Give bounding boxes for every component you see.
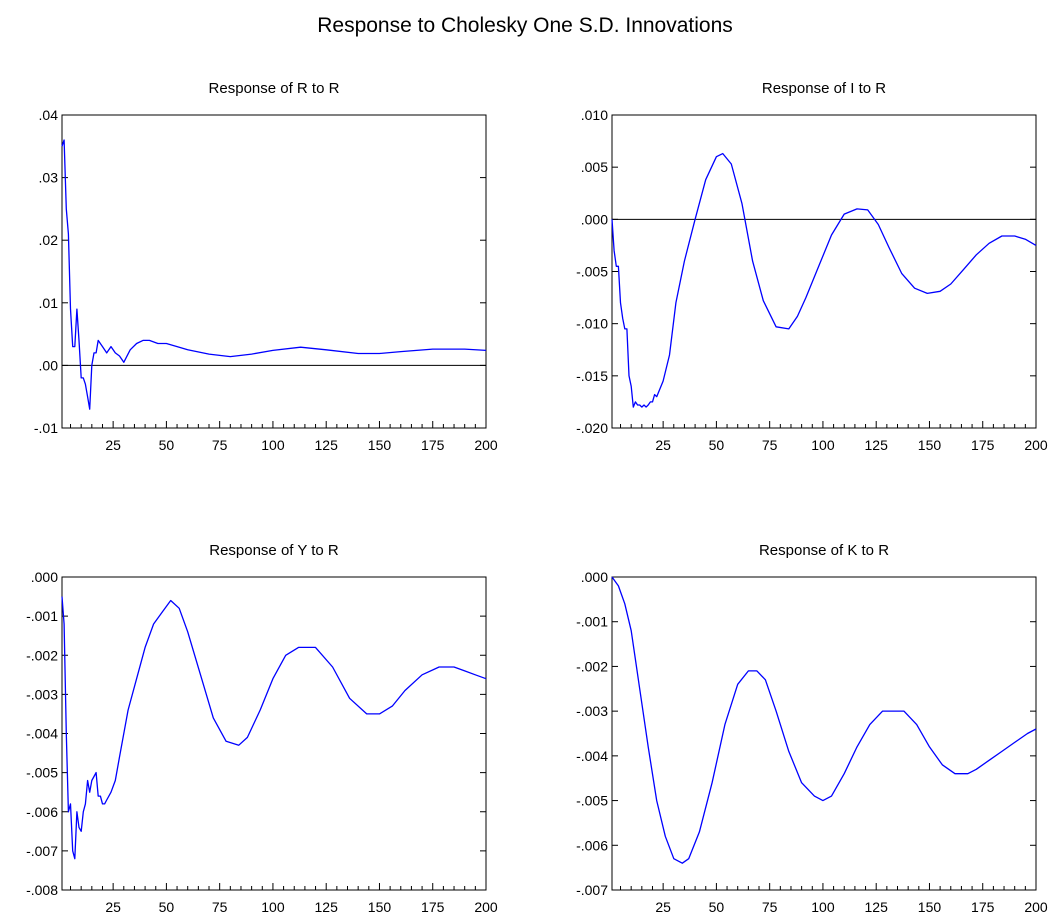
x-tick-label: 25 — [105, 899, 121, 915]
y-tick-label: -.020 — [576, 420, 608, 436]
x-tick-label: 75 — [762, 899, 778, 915]
chart-title: Response of Y to R — [209, 542, 339, 559]
y-tick-label: .04 — [39, 107, 59, 123]
x-tick-label: 175 — [971, 437, 995, 453]
y-tick-label: -.01 — [34, 420, 58, 436]
y-tick-label: -.010 — [576, 316, 608, 332]
y-tick-label: -.001 — [576, 614, 608, 630]
x-tick-label: 150 — [918, 437, 942, 453]
y-tick-label: -.003 — [576, 703, 608, 719]
y-tick-label: -.002 — [26, 647, 58, 663]
x-tick-label: 75 — [212, 899, 228, 915]
chart-panel-r-to-r: Response of R to R 25 50 75 100 125 150 175 200… — [34, 80, 498, 453]
y-tick-label: -.004 — [26, 726, 58, 742]
response-line — [61, 596, 487, 860]
y-tick-label: .010 — [581, 107, 608, 123]
x-tick-label: 200 — [1024, 437, 1048, 453]
x-tick-label: 125 — [315, 437, 339, 453]
plot-frame — [611, 576, 1037, 891]
y-tick-label: .005 — [581, 159, 608, 175]
x-tick-label: 75 — [212, 437, 228, 453]
y-tick-label: .000 — [31, 569, 58, 585]
chart-panel-k-to-r: Response of K to R 25 50 75 100 125 150 175 200… — [576, 542, 1048, 915]
plot-frame — [61, 576, 487, 891]
plot-frame — [61, 114, 487, 429]
response-line — [611, 152, 1037, 408]
y-tick-label: -.006 — [26, 804, 58, 820]
y-tick-label: .03 — [39, 170, 59, 186]
y-tick-label: -.005 — [26, 765, 58, 781]
y-tick-label: -.007 — [576, 882, 608, 898]
plot-frame — [611, 114, 1037, 429]
x-tick-label: 125 — [315, 899, 339, 915]
y-tick-label: -.001 — [26, 608, 58, 624]
y-tick-label: -.007 — [26, 843, 58, 859]
x-tick-label: 25 — [105, 437, 121, 453]
y-tick-label: -.015 — [576, 368, 608, 384]
x-tick-label: 125 — [865, 437, 889, 453]
y-tick-label: .02 — [39, 232, 59, 248]
y-tick-label: -.005 — [576, 264, 608, 280]
x-tick-label: 50 — [709, 899, 725, 915]
y-tick-label: -.003 — [26, 686, 58, 702]
x-tick-label: 50 — [159, 437, 175, 453]
x-tick-label: 75 — [762, 437, 778, 453]
x-tick-label: 150 — [368, 437, 392, 453]
x-tick-label: 125 — [865, 899, 889, 915]
chart-panel-y-to-r: Response of Y to R 25 50 75 100 125 150 175 200… — [26, 542, 498, 915]
x-tick-label: 200 — [1024, 899, 1048, 915]
x-tick-label: 25 — [655, 437, 671, 453]
chart-title: Response of R to R — [209, 80, 340, 97]
x-tick-label: 200 — [474, 437, 498, 453]
x-tick-label: 200 — [474, 899, 498, 915]
main-title: Response to Cholesky One S.D. Innovation… — [317, 14, 733, 37]
y-tick-label: -.005 — [576, 793, 608, 809]
y-tick-label: .01 — [39, 295, 59, 311]
chart-panel-i-to-r: Response of I to R 25 50 75 100 125 150 175 200… — [576, 80, 1048, 453]
response-line — [611, 576, 1037, 864]
x-tick-label: 175 — [971, 899, 995, 915]
x-tick-label: 100 — [261, 899, 285, 915]
y-tick-label: .000 — [581, 569, 608, 585]
y-tick-label: -.008 — [26, 882, 58, 898]
x-tick-label: 100 — [261, 437, 285, 453]
x-tick-label: 150 — [918, 899, 942, 915]
x-tick-label: 100 — [811, 437, 835, 453]
chart-title: Response of I to R — [762, 80, 886, 97]
x-tick-label: 150 — [368, 899, 392, 915]
x-tick-label: 50 — [159, 899, 175, 915]
y-tick-label: -.006 — [576, 837, 608, 853]
y-tick-label: -.002 — [576, 658, 608, 674]
x-tick-label: 50 — [709, 437, 725, 453]
x-tick-label: 100 — [811, 899, 835, 915]
response-line — [61, 139, 487, 410]
x-tick-label: 175 — [421, 899, 445, 915]
y-tick-label: -.004 — [576, 748, 608, 764]
y-tick-label: .000 — [581, 211, 608, 227]
x-tick-label: 175 — [421, 437, 445, 453]
y-tick-label: .00 — [39, 357, 59, 373]
chart-title: Response of K to R — [759, 542, 889, 559]
x-tick-label: 25 — [655, 899, 671, 915]
